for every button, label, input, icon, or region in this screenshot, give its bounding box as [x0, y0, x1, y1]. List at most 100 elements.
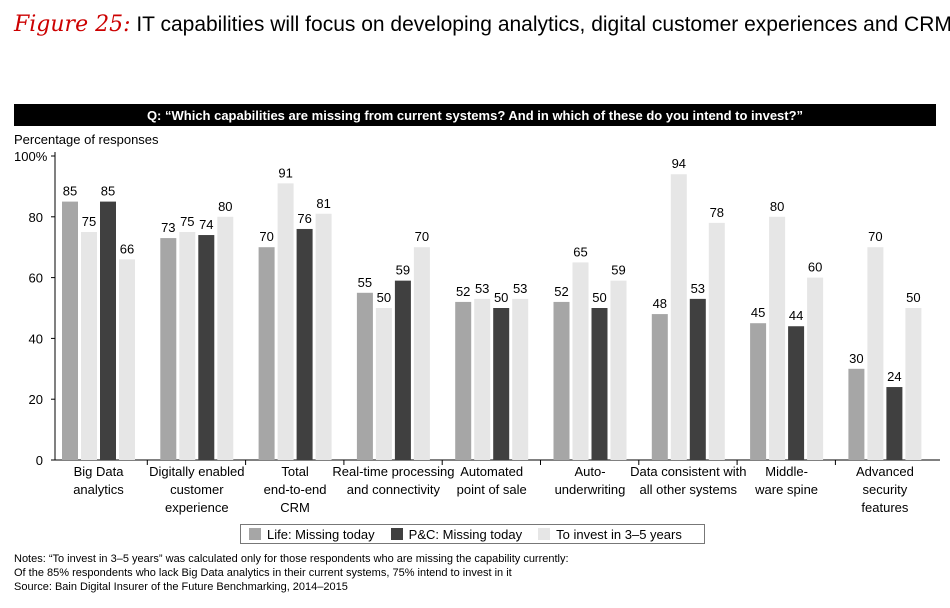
chart-notes: Notes: “To invest in 3–5 years” was calc…	[14, 552, 569, 594]
legend-swatch-life	[249, 528, 261, 540]
bar	[807, 277, 824, 460]
legend-label-invest: To invest in 3–5 years	[556, 526, 682, 542]
figure-title-text: IT capabilities will focus on developing…	[136, 13, 950, 36]
bar	[689, 298, 706, 460]
bar	[610, 280, 627, 460]
bar-value-label: 50	[592, 290, 606, 305]
legend-swatch-pc	[390, 528, 403, 540]
bar-value-label: 44	[789, 308, 803, 323]
x-category-label: Data consistent with	[630, 464, 746, 479]
x-category-label: end-to-end	[264, 482, 327, 497]
x-category-label: Middle-	[765, 464, 808, 479]
bar-value-label: 76	[297, 211, 311, 226]
bar-value-label: 55	[358, 275, 372, 290]
bar-value-label: 94	[672, 156, 686, 171]
bar	[160, 238, 177, 460]
bar	[315, 213, 332, 460]
bar-value-label: 53	[691, 281, 705, 296]
note-line-1: Notes: “To invest in 3–5 years” was calc…	[14, 553, 569, 565]
bar-value-label: 91	[278, 165, 292, 180]
bar-value-label: 52	[554, 284, 568, 299]
bar	[394, 280, 411, 460]
x-category-label: Digitally enabled	[149, 464, 244, 479]
bar-value-label: 75	[180, 214, 194, 229]
bar	[591, 308, 608, 460]
bar-value-label: 48	[653, 296, 667, 311]
bar	[572, 262, 589, 460]
note-line-2: Of the 85% respondents who lack Big Data…	[14, 567, 512, 579]
bar-value-label: 50	[906, 290, 920, 305]
bar-value-label: 53	[513, 281, 527, 296]
bar	[867, 247, 884, 460]
bar-value-label: 78	[710, 205, 724, 220]
y-tick-label: 40	[29, 331, 43, 346]
figure-title: Figure 25: IT capabilities will focus on…	[14, 12, 950, 37]
bar-value-label: 85	[101, 184, 115, 199]
y-tick-label: 60	[29, 271, 43, 286]
bar	[905, 308, 922, 460]
bar	[296, 228, 313, 460]
bar-value-label: 73	[161, 220, 175, 235]
x-category-label: analytics	[73, 482, 124, 497]
bar-value-label: 30	[849, 351, 863, 366]
bar-value-label: 59	[611, 263, 625, 278]
bar	[848, 368, 865, 460]
bar-value-label: 85	[63, 184, 77, 199]
legend-swatch-invest	[538, 528, 551, 540]
bar	[474, 298, 491, 460]
x-category-label: Big Data	[74, 464, 125, 479]
x-category-label: Auto-	[574, 464, 605, 479]
bar	[512, 298, 529, 460]
bar-value-label: 74	[199, 217, 213, 232]
x-category-label: CRM	[280, 500, 310, 515]
bar	[670, 174, 687, 461]
bar	[375, 308, 392, 460]
figure-label: Figure 25:	[14, 12, 131, 37]
x-category-label: point of sale	[457, 482, 527, 497]
bar-value-label: 50	[494, 290, 508, 305]
bar-value-label: 70	[868, 229, 882, 244]
bar-value-label: 80	[770, 199, 784, 214]
bar	[62, 201, 78, 460]
note-line-3: Source: Bain Digital Insurer of the Futu…	[14, 581, 348, 593]
bar-value-label: 80	[218, 199, 232, 214]
bar	[198, 235, 215, 460]
x-category-label: security	[863, 482, 908, 497]
bar	[769, 216, 786, 460]
bar	[413, 247, 430, 460]
bar	[886, 387, 903, 460]
y-tick-label: 100%	[14, 149, 48, 164]
bar	[493, 308, 510, 460]
legend-item-invest: To invest in 3–5 years	[538, 527, 682, 542]
bar	[277, 183, 294, 461]
bar-value-label: 53	[475, 281, 489, 296]
bar-value-label: 66	[120, 241, 134, 256]
legend-item-life: Life: Missing today	[249, 527, 375, 542]
bar	[788, 326, 805, 460]
x-category-label: Real-time processing	[332, 464, 454, 479]
x-category-label: and connectivity	[347, 482, 441, 497]
bar	[356, 292, 373, 460]
question-text: Q: “Which capabilities are missing from …	[146, 107, 804, 123]
bar-value-label: 52	[456, 284, 470, 299]
bar	[179, 232, 196, 460]
bar	[708, 222, 725, 460]
legend-item-pc: P&C: Missing today	[390, 526, 523, 542]
bar-value-label: 24	[887, 369, 901, 384]
x-category-label: Total	[281, 464, 309, 479]
bar	[651, 314, 668, 460]
x-category-label: experience	[165, 500, 229, 515]
y-axis-label: Percentage of responses	[14, 132, 159, 147]
bar-value-label: 70	[415, 229, 429, 244]
bar	[217, 216, 234, 460]
legend-label-pc: P&C: Missing today	[408, 526, 523, 542]
x-category-label: ware spine	[754, 482, 818, 497]
bar	[750, 323, 767, 460]
bar-value-label: 70	[259, 229, 273, 244]
x-category-label: underwriting	[555, 482, 626, 497]
bar	[455, 301, 472, 460]
bar-value-label: 75	[82, 214, 96, 229]
chart-legend: Life: Missing today P&C: Missing today T…	[240, 524, 705, 544]
x-category-label: Automated	[460, 464, 523, 479]
